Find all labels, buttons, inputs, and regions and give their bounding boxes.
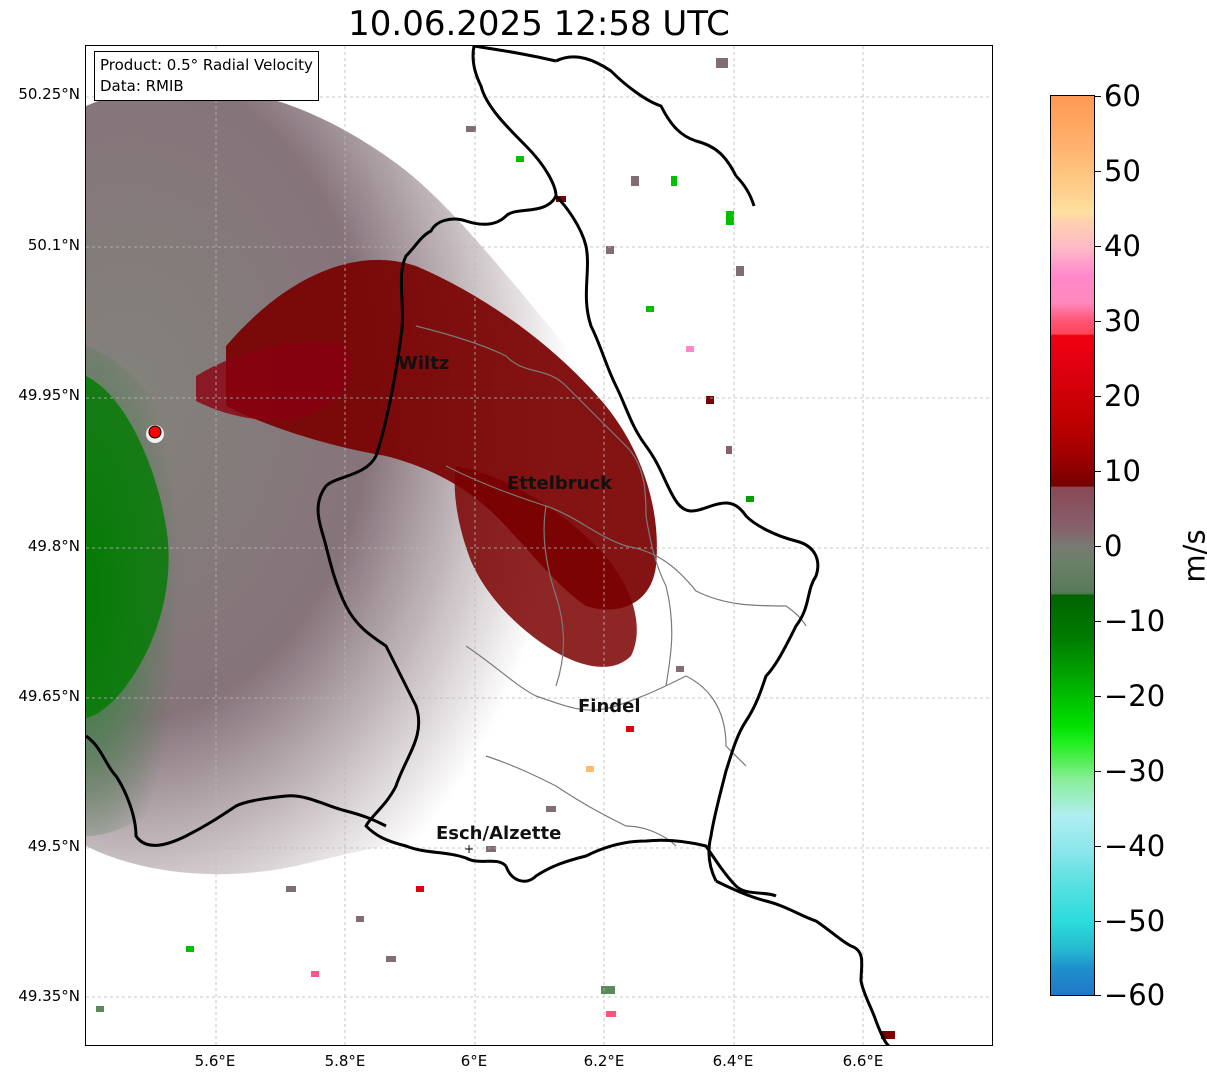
radar-map-svg: Wiltz Ettelbruck Findel Esch/Alzette + (86, 46, 992, 1045)
data-source-line: Data: RMIB (100, 77, 184, 95)
lat-label: 49.35°N (18, 987, 80, 1005)
lat-label: 49.8°N (27, 537, 80, 555)
national-border (86, 46, 891, 1045)
canton-boundaries (415, 325, 807, 847)
city-marker-plus: + (464, 842, 474, 856)
colorbar-tick-label: −60 (1104, 978, 1166, 1012)
lat-label: 49.65°N (18, 687, 80, 705)
radar-site-marker (146, 425, 164, 443)
lon-label: 6°E (460, 1052, 488, 1070)
echo-field (86, 58, 895, 1039)
city-label: Esch/Alzette (436, 823, 561, 844)
colorbar-tick-label: 40 (1104, 229, 1141, 263)
colorbar-tick-label: 20 (1104, 379, 1141, 413)
graticule (86, 46, 992, 1045)
radar-map[interactable]: Wiltz Ettelbruck Findel Esch/Alzette + (85, 45, 993, 1046)
city-label: Ettelbruck (507, 473, 613, 494)
map-title: 10.06.2025 12:58 UTC (348, 4, 730, 44)
lon-label: 6.6°E (842, 1052, 884, 1070)
lon-label: 5.6°E (194, 1052, 236, 1070)
colorbar-tick-label: −20 (1104, 679, 1166, 713)
colorbar-tick-label: 60 (1104, 79, 1141, 113)
colorbar-tick-label: 10 (1104, 454, 1141, 488)
colorbar-tick-label: −40 (1104, 829, 1166, 863)
colorbar-unit-label: m/s (1177, 529, 1207, 583)
city-label: Findel (578, 696, 641, 717)
colorbar-tick-label: 0 (1104, 529, 1123, 563)
colorbar-tick-label: 30 (1104, 304, 1141, 338)
colorbar-tick-label: −50 (1104, 904, 1166, 938)
city-label: Wiltz (398, 353, 449, 374)
lon-label: 6.2°E (583, 1052, 625, 1070)
lat-label: 49.95°N (18, 386, 80, 404)
product-line: Product: 0.5° Radial Velocity (100, 56, 313, 74)
product-info-box: Product: 0.5° Radial Velocity Data: RMIB (94, 51, 319, 101)
lon-label: 5.8°E (324, 1052, 366, 1070)
lat-label: 50.1°N (27, 236, 80, 254)
lat-label: 49.5°N (27, 837, 80, 855)
colorbar-tick-label: −10 (1104, 604, 1166, 638)
lat-label: 50.25°N (18, 85, 80, 103)
colorbar-tick-label: −30 (1104, 754, 1166, 788)
colorbar (1050, 95, 1095, 996)
colorbar-tick-label: 50 (1104, 154, 1141, 188)
speckle-pixels (96, 58, 895, 1039)
lon-label: 6.4°E (712, 1052, 754, 1070)
